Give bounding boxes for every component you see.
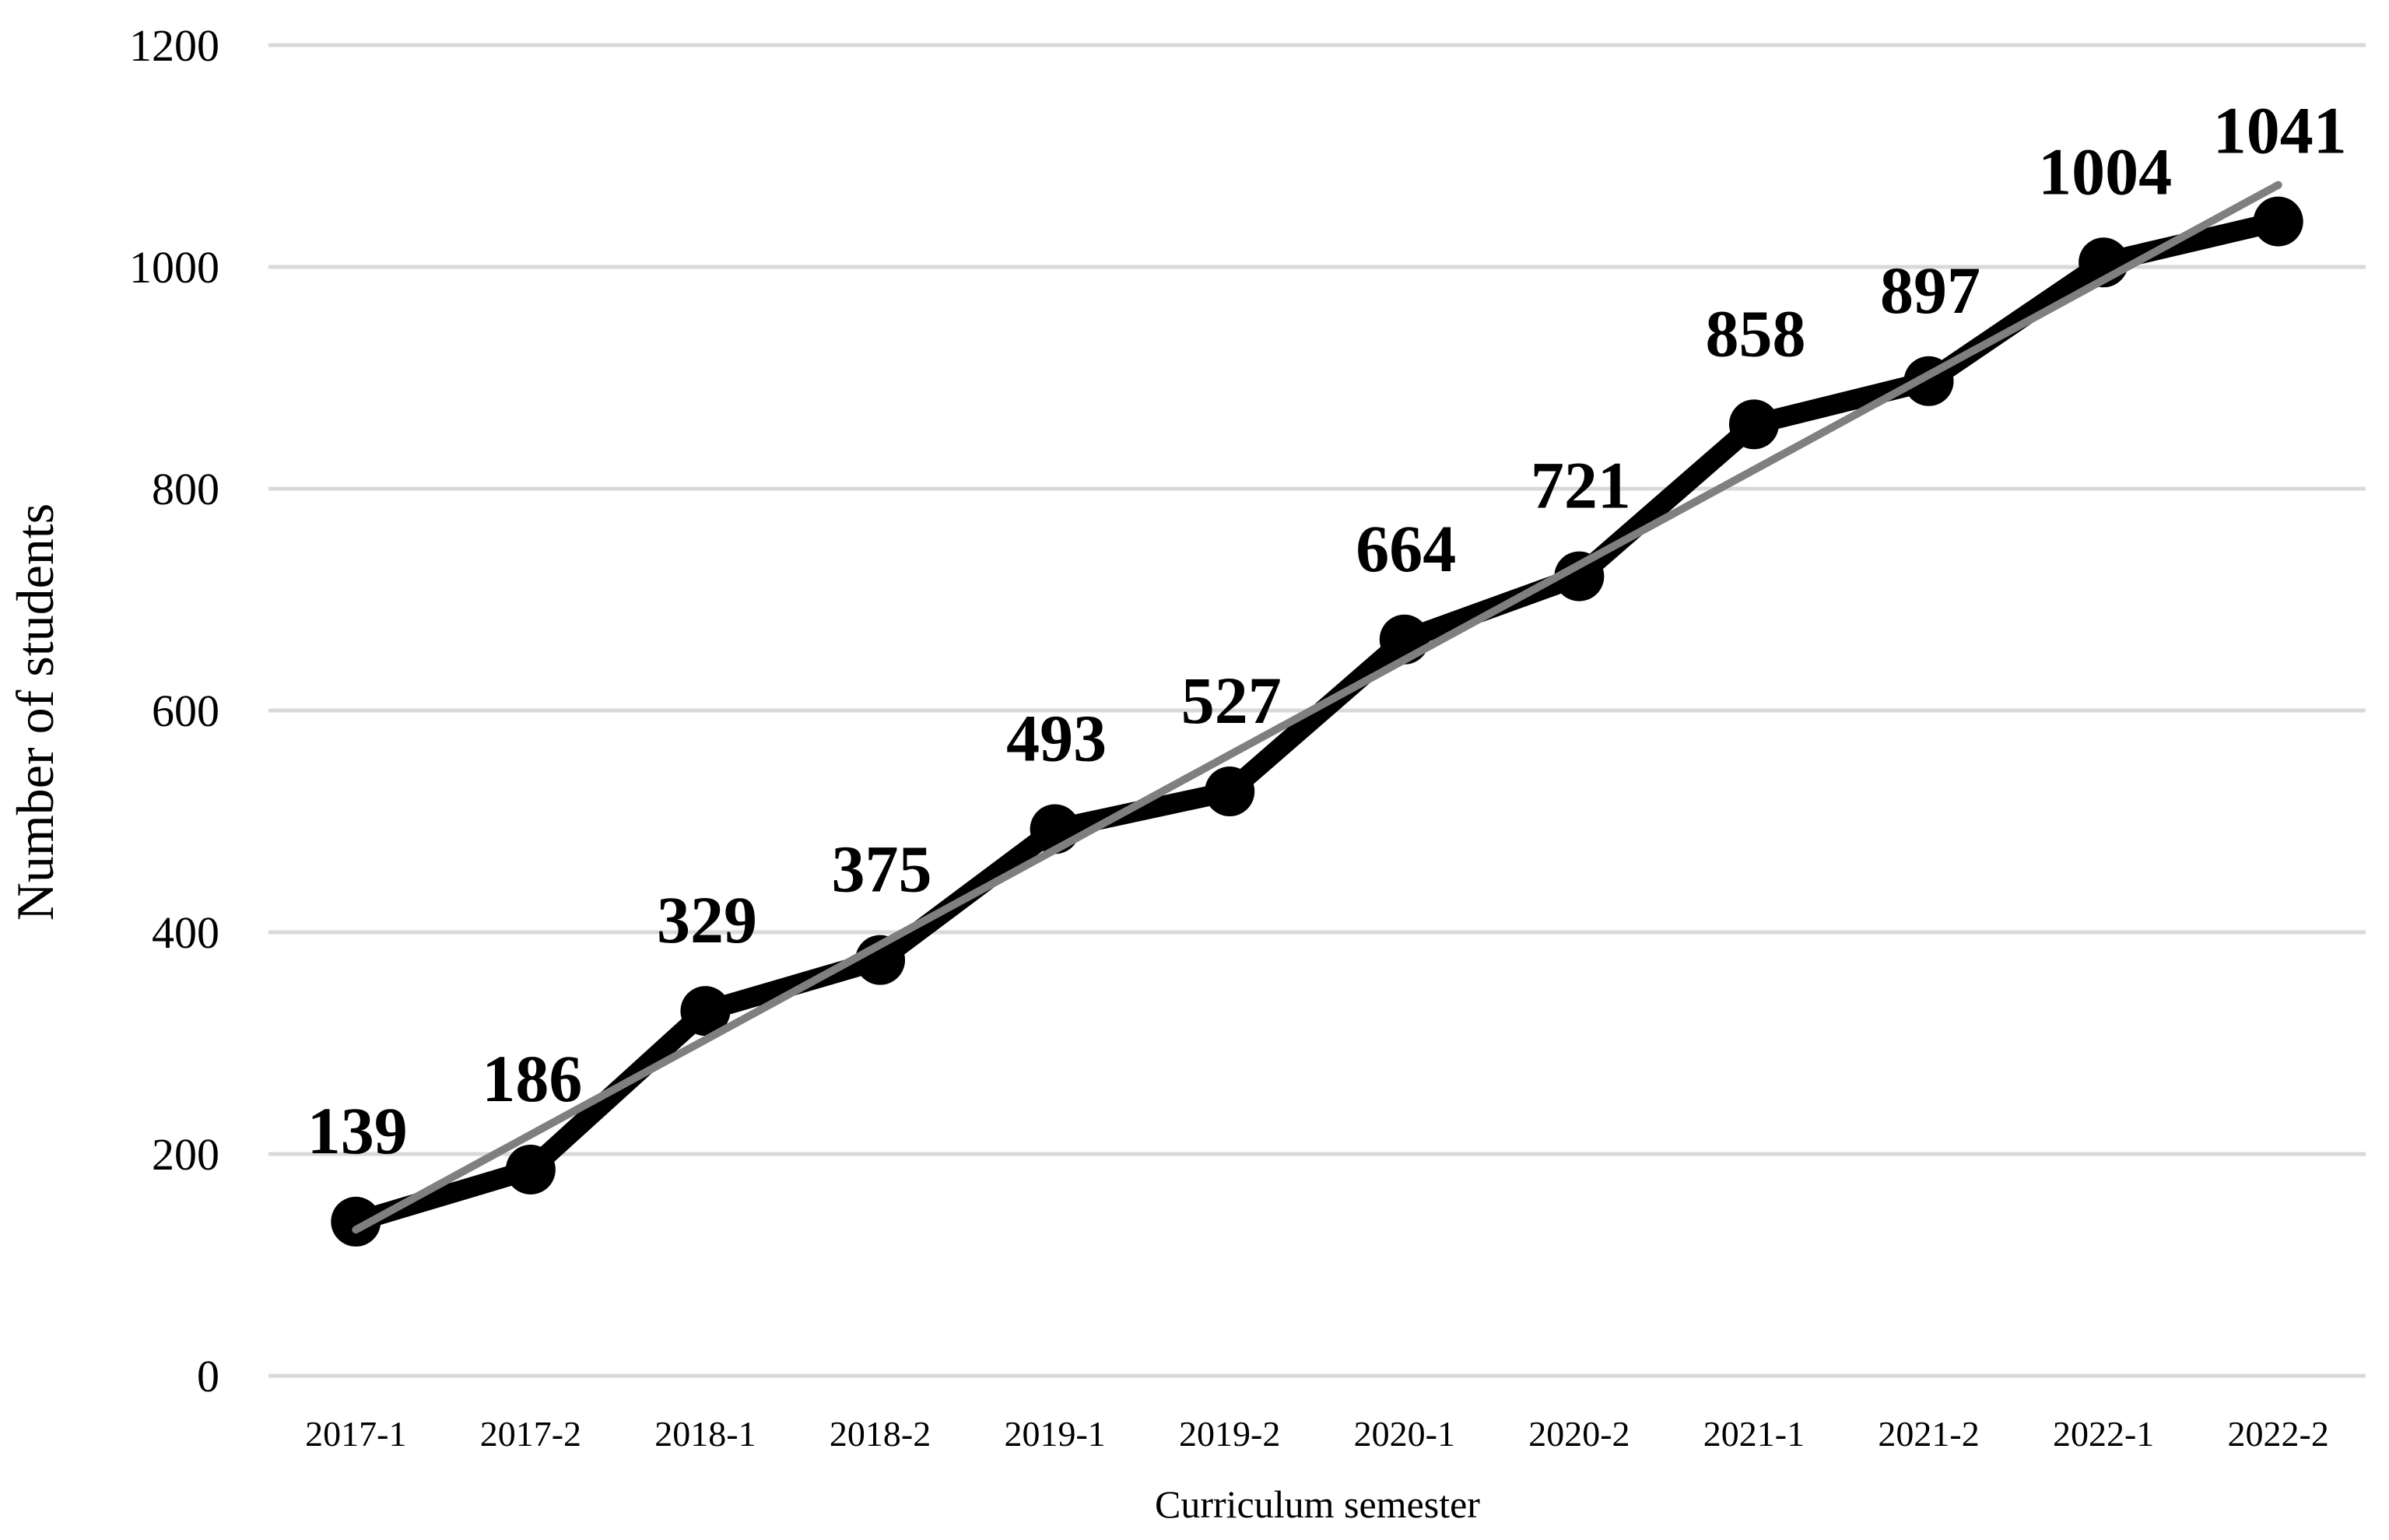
x-tick-label: 2020-2 xyxy=(1528,1414,1630,1454)
x-axis-title: Curriculum semester xyxy=(1155,1482,1480,1526)
y-tick-label: 600 xyxy=(152,686,219,736)
data-label: 329 xyxy=(657,882,757,957)
x-tick-label: 2021-2 xyxy=(1878,1414,1979,1454)
x-tick-label: 2022-2 xyxy=(2228,1414,2329,1454)
data-labels: 139 186 329 375 493 527 664 721 858 897 1004 1041 xyxy=(307,93,2347,1168)
data-point xyxy=(505,1144,556,1194)
y-tick-label: 1000 xyxy=(129,242,219,293)
x-tick-label: 2018-2 xyxy=(830,1414,931,1454)
x-tick-label: 2018-1 xyxy=(654,1414,756,1454)
y-tick-label: 400 xyxy=(152,907,219,958)
trendline xyxy=(352,181,2282,1234)
gridlines xyxy=(268,43,2366,1378)
y-axis-ticks: 0 200 400 600 800 1000 1200 xyxy=(129,20,219,1401)
data-label: 375 xyxy=(832,832,932,907)
y-tick-label: 800 xyxy=(152,464,219,514)
data-label: 1004 xyxy=(2038,134,2172,209)
data-point xyxy=(2253,196,2303,247)
data-point xyxy=(1554,551,1605,602)
x-tick-label: 2019-2 xyxy=(1179,1414,1280,1454)
data-label: 858 xyxy=(1705,296,1805,370)
data-label: 527 xyxy=(1181,663,1282,738)
data-point xyxy=(680,986,731,1037)
data-label: 664 xyxy=(1356,511,1456,586)
data-label: 186 xyxy=(482,1041,582,1116)
data-point xyxy=(331,1196,381,1247)
x-tick-label: 2019-1 xyxy=(1004,1414,1105,1454)
data-point xyxy=(1728,399,1779,450)
data-label: 1041 xyxy=(2213,93,2347,168)
data-label: 139 xyxy=(307,1093,408,1168)
data-point xyxy=(1205,766,1255,817)
x-tick-label: 2017-1 xyxy=(305,1414,406,1454)
x-tick-label: 2017-2 xyxy=(480,1414,581,1454)
x-tick-label: 2022-1 xyxy=(2053,1414,2154,1454)
data-label: 721 xyxy=(1531,448,1631,523)
trendline-line xyxy=(352,181,2282,1234)
x-axis-ticks: 2017-1 2017-2 2018-1 2018-2 2019-1 2019-2 2020… xyxy=(305,1414,2329,1454)
x-tick-label: 2020-1 xyxy=(1354,1414,1455,1454)
data-label: 897 xyxy=(1880,253,1980,328)
series-students xyxy=(331,196,2303,1247)
y-tick-label: 0 xyxy=(197,1351,219,1401)
y-tick-label: 1200 xyxy=(129,20,219,71)
x-tick-label: 2021-1 xyxy=(1703,1414,1805,1454)
y-axis-title: Number of students xyxy=(5,503,65,921)
data-label: 493 xyxy=(1006,700,1107,775)
y-tick-label: 200 xyxy=(152,1129,219,1180)
